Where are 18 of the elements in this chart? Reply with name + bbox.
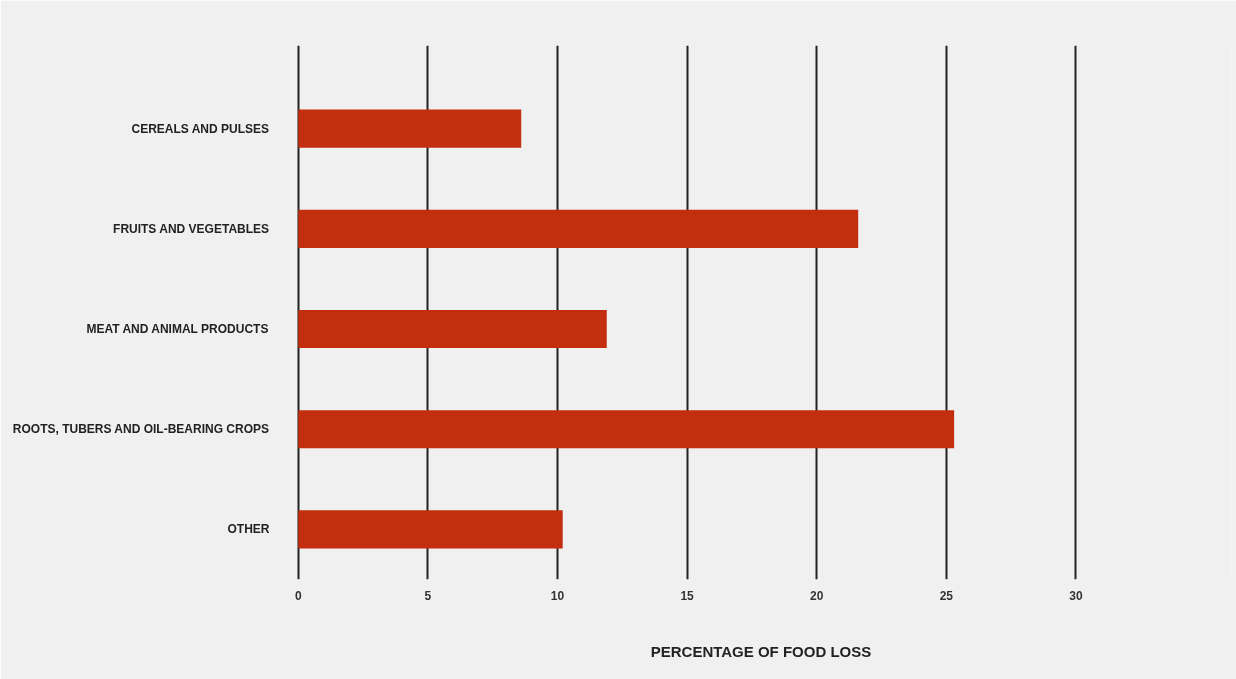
x-tick-label: 20 — [810, 588, 824, 603]
y-tick-label: ROOTS, TUBERS AND OIL-BEARING CROPS — [12, 422, 270, 437]
y-tick-label: CEREALS AND PULSES — [131, 121, 270, 136]
bar — [298, 209, 859, 248]
y-tick-label: OTHER — [227, 522, 270, 537]
bar — [298, 510, 563, 549]
x-axis-title: PERCENTAGE OF FOOD LOSS — [650, 642, 872, 660]
y-tick-label: MEAT AND ANIMAL PRODUCTS — [86, 322, 269, 337]
x-tick-label: 10 — [550, 588, 565, 603]
y-tick-label: FRUITS AND VEGETABLES — [113, 221, 270, 236]
x-tick-label: 15 — [680, 588, 695, 603]
bar — [298, 310, 607, 349]
x-tick-label: 5 — [424, 588, 432, 603]
x-tick-label: 25 — [939, 588, 954, 603]
x-tick-label: 30 — [1069, 588, 1083, 603]
x-tick-label: 0 — [294, 588, 302, 603]
bar — [298, 109, 522, 148]
bar — [298, 410, 955, 449]
